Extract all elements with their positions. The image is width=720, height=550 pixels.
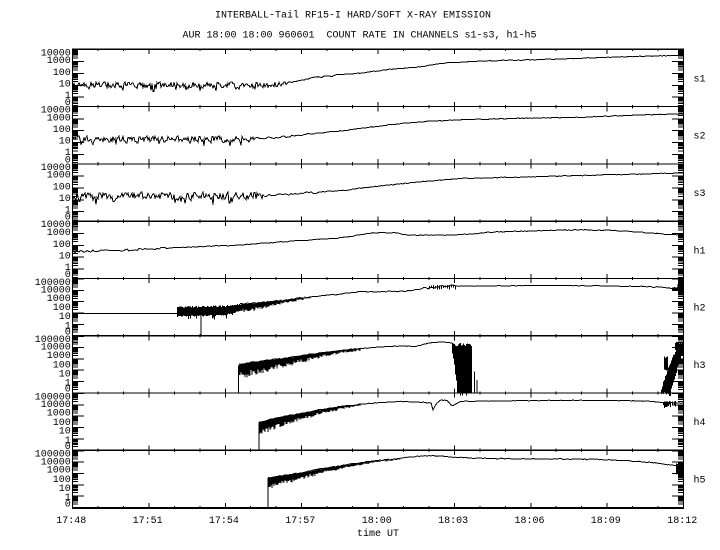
svg-text:1000: 1000: [47, 351, 71, 362]
svg-text:0: 0: [65, 213, 71, 224]
svg-text:18:06: 18:06: [514, 516, 544, 527]
svg-text:s2: s2: [694, 132, 706, 143]
svg-text:100: 100: [53, 183, 71, 194]
svg-text:17:51: 17:51: [133, 516, 163, 527]
svg-text:10: 10: [59, 427, 71, 438]
svg-text:10000: 10000: [41, 48, 71, 59]
svg-text:0: 0: [65, 155, 71, 166]
svg-text:1: 1: [65, 321, 71, 332]
svg-text:h4: h4: [694, 417, 706, 429]
svg-text:10: 10: [59, 194, 71, 205]
svg-text:100000: 100000: [35, 392, 71, 403]
svg-text:100: 100: [53, 68, 71, 79]
svg-text:10000: 10000: [41, 285, 71, 296]
svg-text:1: 1: [65, 148, 71, 159]
svg-text:18:03: 18:03: [438, 516, 468, 527]
svg-text:1: 1: [65, 379, 71, 390]
svg-text:s3: s3: [694, 189, 706, 200]
svg-text:10: 10: [59, 312, 71, 323]
svg-text:0: 0: [65, 327, 71, 338]
svg-text:0: 0: [65, 270, 71, 281]
svg-text:1000: 1000: [47, 294, 71, 305]
svg-text:10: 10: [59, 137, 71, 148]
svg-text:100: 100: [53, 475, 71, 486]
svg-text:h2: h2: [694, 303, 706, 315]
svg-text:100: 100: [53, 240, 71, 251]
svg-text:10: 10: [59, 369, 71, 380]
svg-text:1000: 1000: [47, 56, 71, 67]
svg-text:10000: 10000: [41, 163, 71, 174]
svg-text:1000: 1000: [47, 408, 71, 419]
svg-text:0: 0: [65, 98, 71, 109]
svg-text:10000: 10000: [41, 220, 71, 231]
svg-text:18:00: 18:00: [362, 516, 392, 527]
svg-text:INTERBALL-Tail RF15-I HARD/SOF: INTERBALL-Tail RF15-I HARD/SOFT X-RAY EM…: [215, 10, 491, 22]
svg-text:0: 0: [65, 442, 71, 453]
svg-text:18:12: 18:12: [667, 516, 697, 527]
svg-text:100000: 100000: [35, 450, 71, 461]
svg-text:100: 100: [53, 361, 71, 372]
svg-text:17:57: 17:57: [285, 516, 315, 527]
svg-text:AUR 18:00 18:00 960601 COUNT: AUR 18:00 18:00 960601 COUNT RATE IN CHA…: [183, 30, 537, 42]
svg-text:0: 0: [65, 499, 71, 510]
svg-text:100: 100: [53, 125, 71, 136]
svg-text:100: 100: [53, 418, 71, 429]
svg-text:1: 1: [65, 91, 71, 102]
svg-text:100000: 100000: [35, 335, 71, 346]
svg-text:h1: h1: [694, 245, 706, 257]
svg-text:10000: 10000: [41, 457, 71, 468]
svg-text:100: 100: [53, 303, 71, 314]
svg-text:10: 10: [59, 484, 71, 495]
svg-text:10: 10: [59, 251, 71, 262]
svg-text:h3: h3: [694, 360, 706, 372]
svg-text:17:48: 17:48: [56, 516, 86, 527]
svg-text:1000: 1000: [47, 228, 71, 239]
svg-text:1: 1: [65, 436, 71, 447]
svg-text:10000: 10000: [41, 343, 71, 354]
svg-text:s1: s1: [694, 74, 706, 85]
svg-text:1: 1: [65, 493, 71, 504]
svg-text:1: 1: [65, 206, 71, 217]
svg-text:1000: 1000: [47, 113, 71, 124]
svg-text:0: 0: [65, 385, 71, 396]
svg-text:1000: 1000: [47, 466, 71, 477]
svg-text:1: 1: [65, 263, 71, 274]
svg-text:h5: h5: [694, 475, 706, 487]
svg-text:18:09: 18:09: [591, 516, 621, 527]
svg-text:100000: 100000: [35, 278, 71, 289]
svg-text:time UT: time UT: [357, 528, 399, 540]
svg-text:17:54: 17:54: [209, 516, 239, 527]
svg-text:10: 10: [59, 79, 71, 90]
svg-text:10000: 10000: [41, 400, 71, 411]
svg-text:10000: 10000: [41, 106, 71, 117]
svg-text:1000: 1000: [47, 171, 71, 182]
